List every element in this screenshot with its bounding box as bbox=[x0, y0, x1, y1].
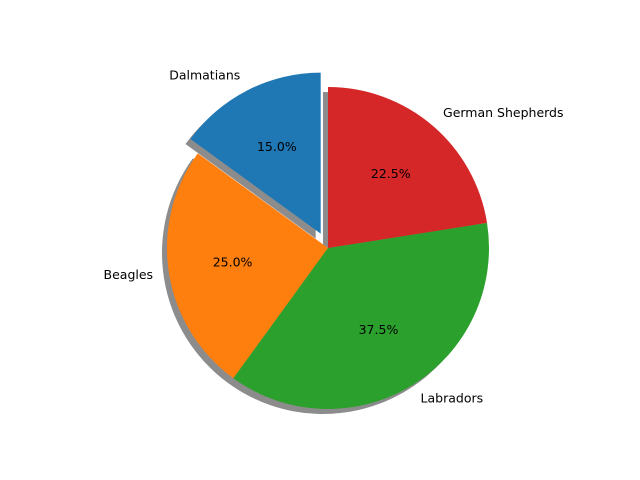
wedge bbox=[190, 72, 321, 234]
slice-label: Labradors bbox=[421, 391, 484, 406]
wedge bbox=[166, 153, 328, 379]
wedge bbox=[328, 87, 488, 248]
slice-label: German Shepherds bbox=[443, 105, 563, 120]
slice-label: Beagles bbox=[104, 267, 154, 282]
value-label: 37.5% bbox=[359, 322, 399, 337]
value-label: 22.5% bbox=[371, 166, 411, 181]
value-label: 25.0% bbox=[213, 255, 253, 270]
value-label: 15.0% bbox=[257, 139, 297, 154]
slice-label: Dalmatians bbox=[169, 67, 240, 82]
wedge bbox=[233, 222, 489, 409]
